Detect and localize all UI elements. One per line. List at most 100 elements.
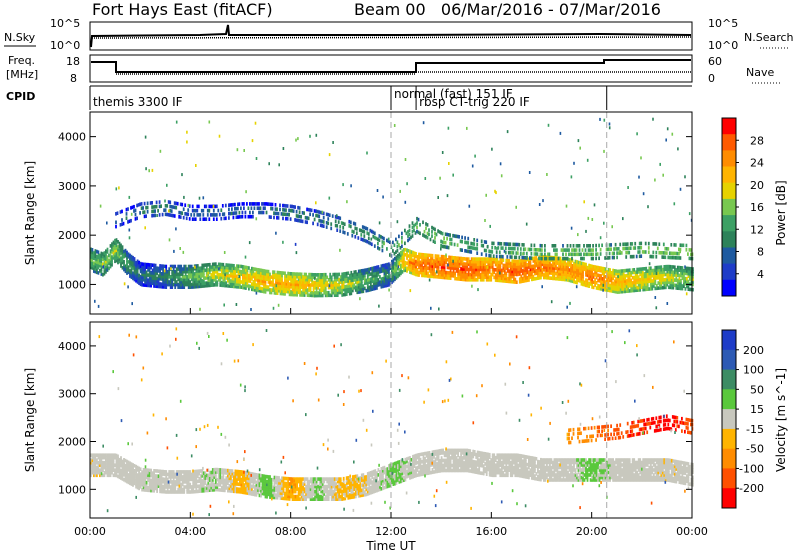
echo-cell (646, 287, 649, 291)
echo-cell (187, 475, 190, 479)
echo-cell (588, 284, 590, 288)
echo-cell (624, 289, 627, 294)
echo-cell (442, 260, 444, 264)
echo-cell (451, 266, 453, 270)
echo-cell (323, 280, 326, 285)
echo-cell (208, 470, 211, 475)
echo-cell (114, 246, 116, 251)
echo-cell (476, 257, 479, 261)
echo-cell (237, 269, 240, 274)
echo-cell (214, 264, 217, 269)
echo-cell (126, 469, 128, 474)
echo-cell (316, 222, 319, 227)
echo-cell (213, 472, 216, 477)
echo-cell (600, 269, 602, 273)
echo-cell (94, 267, 97, 271)
echo-cell (164, 208, 167, 212)
echo-cell (205, 488, 208, 493)
echo-cell (293, 287, 295, 292)
echo-cell (163, 485, 166, 489)
echo-cell (298, 219, 301, 223)
echo-cell (415, 252, 417, 256)
echo-cell (127, 265, 130, 269)
echo-cell (484, 265, 487, 269)
echo-cell (425, 274, 428, 278)
echo-cell (169, 490, 172, 494)
echo-cell (159, 284, 161, 289)
echo-cell (208, 217, 211, 221)
echo-cell (172, 272, 175, 277)
echo-cell (145, 214, 147, 218)
echo-cell (408, 232, 411, 237)
echo-cell (296, 272, 298, 276)
echo-cell (577, 270, 580, 275)
echo-cell (115, 243, 118, 247)
echo-cell (663, 272, 666, 277)
echo-cell (303, 285, 306, 290)
echo-cell (220, 262, 223, 267)
echo-cell (154, 279, 157, 283)
echo-cell (189, 482, 192, 487)
echo-cell (467, 241, 470, 245)
echo-cell (401, 244, 403, 249)
echo-cell (315, 288, 318, 293)
echo-cell (204, 276, 207, 280)
echo-cell (576, 273, 578, 277)
echo-cell (424, 263, 426, 268)
echo-cell (400, 256, 402, 260)
echo-cell (521, 255, 524, 260)
echo-cell (324, 278, 327, 282)
echo-cell (481, 270, 484, 274)
echo-cell (582, 282, 584, 287)
echo-cell (240, 272, 243, 277)
echo-cell (391, 280, 393, 285)
echo-cell (569, 244, 572, 248)
echo-cell (616, 247, 618, 251)
echo-cell (91, 470, 94, 475)
echo-cell (141, 275, 143, 279)
echo-cell (169, 472, 172, 477)
echo-cell (479, 262, 482, 267)
echo-cell (205, 270, 208, 275)
echo-cell (680, 278, 682, 283)
echo-cell (358, 228, 361, 232)
echo-cell (589, 271, 592, 276)
echo-cell (618, 277, 621, 281)
echo-cell (121, 474, 124, 479)
echo-cell (582, 272, 584, 276)
echo-cell (163, 472, 166, 477)
echo-cell (190, 213, 193, 217)
echo-cell (249, 214, 251, 219)
echo-cell (413, 256, 416, 261)
echo-cell (297, 275, 300, 279)
echo-cell (144, 135, 147, 139)
echo-cell (637, 285, 640, 290)
echo-cell (625, 284, 628, 288)
echo-cell (479, 265, 482, 269)
echo-cell (604, 275, 607, 279)
echo-cell (377, 237, 379, 242)
echo-cell (662, 242, 665, 247)
echo-cell (272, 283, 274, 287)
echo-cell (150, 263, 152, 267)
echo-cell (464, 277, 467, 282)
echo-cell (375, 236, 378, 241)
echo-cell (243, 149, 245, 152)
echo-cell (123, 249, 125, 254)
echo-cell (295, 214, 298, 218)
echo-cell (651, 271, 654, 275)
echo-cell (250, 308, 252, 311)
echo-cell (159, 149, 162, 153)
echo-cell (251, 139, 254, 143)
echo-cell (291, 285, 294, 289)
echo-cell (654, 281, 657, 286)
echo-cell (327, 293, 330, 298)
echo-cell (550, 268, 553, 273)
echo-cell (680, 284, 682, 288)
echo-cell (374, 268, 377, 273)
echo-cell (254, 285, 256, 290)
echo-cell (264, 202, 266, 206)
echo-cell (199, 274, 202, 278)
echo-cell (291, 290, 294, 294)
echo-cell (673, 270, 676, 275)
